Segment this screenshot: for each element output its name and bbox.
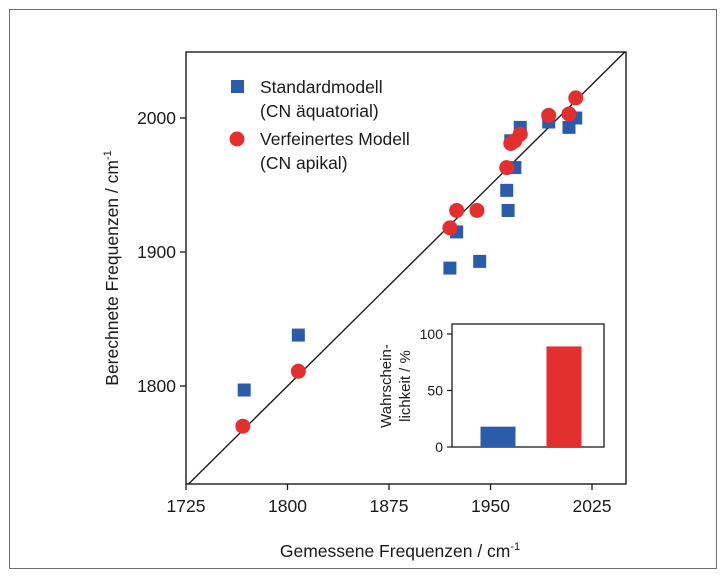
x-tick-label: 1800 — [268, 496, 307, 516]
y-axis-title-superscript: -1 — [102, 150, 114, 160]
x-tick-label: 2025 — [573, 496, 612, 516]
data-point-standardmodell — [473, 254, 487, 268]
inset-bar-standardmodell — [480, 426, 516, 447]
x-axis-title-superscript: -1 — [510, 541, 520, 553]
inset-plot-border — [451, 323, 605, 448]
data-point-verfeinertes-modell — [442, 220, 458, 236]
y-tick-label: 1900 — [137, 242, 176, 262]
data-point-verfeinertes-modell — [235, 418, 251, 434]
y-axis-title-text: Berechnete Frequenzen / cm — [102, 160, 122, 386]
y-axis-title: Berechnete Frequenzen / cm-1 — [102, 150, 122, 385]
inset-bar-verfeinertes-modell — [546, 346, 582, 447]
legend-label-verfeinertes-modell: Verfeinertes Modell — [260, 129, 410, 149]
data-points — [235, 90, 584, 434]
data-point-standardmodell — [500, 183, 514, 197]
y-tick-label: 1800 — [137, 376, 176, 396]
data-point-standardmodell — [291, 328, 305, 342]
data-point-verfeinertes-modell — [541, 107, 557, 123]
y-axis: 1800 1900 2000 — [137, 108, 186, 396]
plot-area-border — [185, 51, 627, 485]
legend-label-verfeinertes-modell-line2: (CN apikal) — [260, 153, 348, 173]
inset-y-axis-title-line1: Wahrschein- — [378, 344, 395, 428]
data-point-verfeinertes-modell — [469, 202, 485, 218]
data-point-verfeinertes-modell — [290, 363, 306, 379]
legend-marker-standardmodell — [231, 80, 244, 93]
figure-frame — [9, 9, 717, 569]
data-point-verfeinertes-modell — [499, 160, 515, 176]
inset-y-tick-label: 100 — [420, 326, 444, 342]
data-point-verfeinertes-modell — [568, 90, 584, 106]
data-point-verfeinertes-modell — [449, 202, 465, 218]
legend-marker-verfeinertes-modell — [229, 131, 245, 147]
y-tick-label: 2000 — [137, 108, 176, 128]
data-point-verfeinertes-modell — [512, 126, 528, 142]
inset-bars — [480, 346, 582, 447]
data-point-standardmodell — [443, 261, 457, 275]
x-tick-label: 1725 — [167, 496, 206, 516]
inset-y-tick-label: 0 — [435, 439, 443, 455]
legend-label-standardmodell-line2: (CN äquatorial) — [260, 101, 379, 121]
inset-y-tick-label: 50 — [427, 383, 443, 399]
inset-y-axis-title-line2: lichkeit / % — [397, 350, 414, 422]
inset-bar-chart: 0 50 100 Wahrschein- lichkeit / % — [372, 316, 608, 466]
x-axis-title-text: Gemessene Frequenzen / cm — [280, 541, 511, 561]
inset-y-axis: 0 50 100 — [420, 326, 452, 455]
legend-label-standardmodell: Standardmodell — [260, 77, 383, 97]
x-axis: 1725 1800 1875 1950 2025 — [167, 484, 612, 516]
x-axis-title: Gemessene Frequenzen / cm-1 — [280, 541, 520, 561]
data-point-verfeinertes-modell — [561, 106, 577, 122]
data-point-standardmodell — [237, 383, 251, 397]
legend: Standardmodell (CN äquatorial) Verfeiner… — [229, 77, 410, 173]
data-point-standardmodell — [501, 203, 515, 217]
x-tick-label: 1950 — [471, 496, 510, 516]
x-tick-label: 1875 — [370, 496, 409, 516]
